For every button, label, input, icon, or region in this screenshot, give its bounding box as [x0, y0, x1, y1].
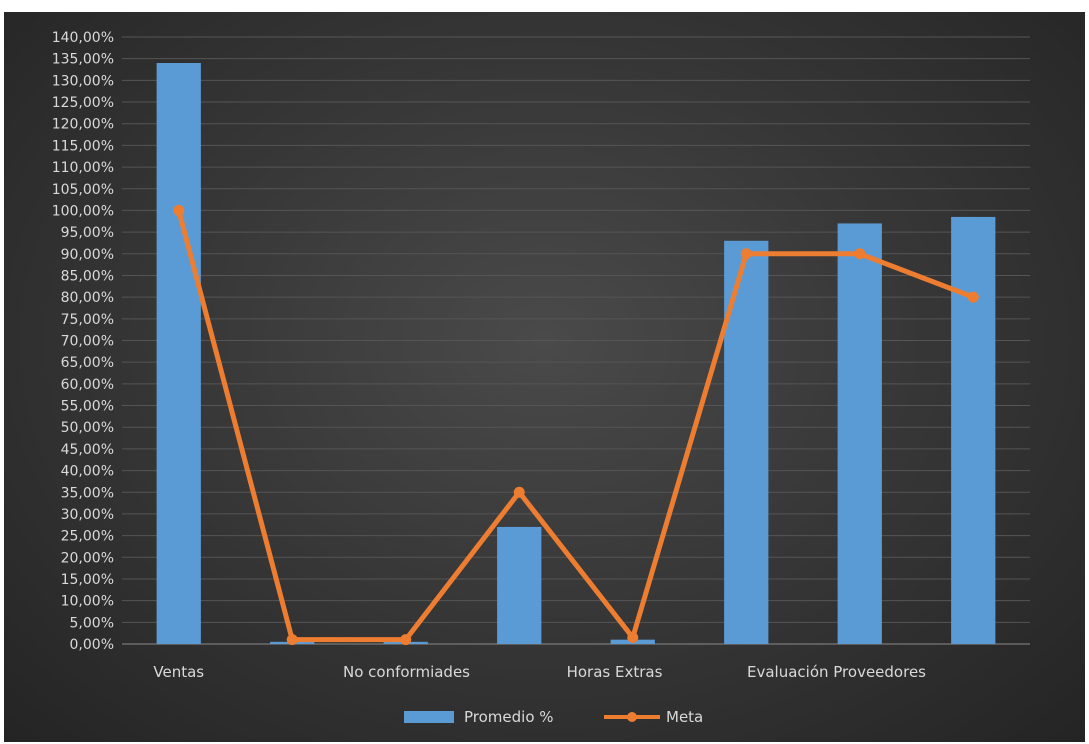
- line-series-meta: [173, 204, 979, 646]
- y-tick-label: 120,00%: [52, 117, 114, 133]
- y-tick-label: 105,00%: [52, 182, 114, 198]
- y-tick-label: 15,00%: [61, 572, 114, 588]
- legend-swatch-promedio: [404, 711, 454, 723]
- y-tick-label: 60,00%: [61, 377, 114, 393]
- y-tick-label: 85,00%: [61, 268, 114, 284]
- meta-point: [286, 634, 298, 646]
- y-tick-label: 80,00%: [61, 290, 114, 306]
- legend-marker-meta: [627, 712, 637, 722]
- y-tick-label: 55,00%: [61, 399, 114, 415]
- y-tick-label: 35,00%: [61, 485, 114, 501]
- x-tick-label: Evaluación Proveedores: [747, 663, 926, 681]
- legend: Promedio % Meta: [404, 708, 703, 726]
- y-tick-label: 135,00%: [52, 52, 114, 68]
- y-tick-label: 50,00%: [61, 420, 114, 436]
- bar-series-promedio: [156, 63, 996, 645]
- bar: [837, 223, 882, 644]
- meta-point: [400, 634, 412, 646]
- y-tick-label: 75,00%: [61, 312, 114, 328]
- y-tick-label: 140,00%: [52, 30, 114, 46]
- legend-label-meta: Meta: [666, 708, 703, 726]
- y-tick-label: 30,00%: [61, 507, 114, 523]
- bar: [156, 63, 201, 645]
- x-tick-label: No conformiades: [343, 663, 470, 681]
- meta-point: [173, 204, 185, 216]
- y-tick-label: 65,00%: [61, 355, 114, 371]
- chart-area: 0,00% 5,00% 10,00% 15,00% 20,00% 25,00% 30,00%…: [4, 12, 1085, 742]
- y-tick-label: 115,00%: [52, 138, 114, 154]
- y-tick-label: 100,00%: [52, 203, 114, 219]
- meta-point: [854, 248, 866, 260]
- meta-line: [176, 209, 975, 643]
- y-tick-label: 10,00%: [61, 594, 114, 610]
- y-tick-label: 110,00%: [52, 160, 114, 176]
- combo-chart: 0,00% 5,00% 10,00% 15,00% 20,00% 25,00% 30,00%…: [52, 30, 1030, 726]
- x-tick-label: Ventas: [153, 663, 204, 681]
- meta-point: [740, 248, 752, 260]
- meta-point: [513, 486, 525, 498]
- y-tick-label: 5,00%: [70, 615, 114, 631]
- y-axis-ticks: 0,00% 5,00% 10,00% 15,00% 20,00% 25,00% 30,00%…: [52, 30, 114, 653]
- y-tick-label: 20,00%: [61, 550, 114, 566]
- y-tick-label: 95,00%: [61, 225, 114, 241]
- y-tick-label: 130,00%: [52, 73, 114, 89]
- meta-point: [627, 631, 639, 643]
- bar: [951, 216, 996, 645]
- y-tick-label: 45,00%: [61, 442, 114, 458]
- gridlines: [122, 36, 1030, 645]
- y-tick-label: 25,00%: [61, 529, 114, 545]
- legend-label-promedio: Promedio %: [464, 708, 554, 726]
- y-tick-label: 125,00%: [52, 95, 114, 111]
- y-tick-label: 70,00%: [61, 334, 114, 350]
- bar: [497, 526, 542, 644]
- meta-point: [967, 291, 979, 303]
- y-tick-label: 40,00%: [61, 464, 114, 480]
- x-axis-labels: Ventas No conformiades Horas Extras Evaluac…: [153, 663, 926, 681]
- y-tick-label: 0,00%: [70, 637, 114, 653]
- x-tick-label: Horas Extras: [567, 663, 663, 681]
- y-tick-label: 90,00%: [61, 247, 114, 263]
